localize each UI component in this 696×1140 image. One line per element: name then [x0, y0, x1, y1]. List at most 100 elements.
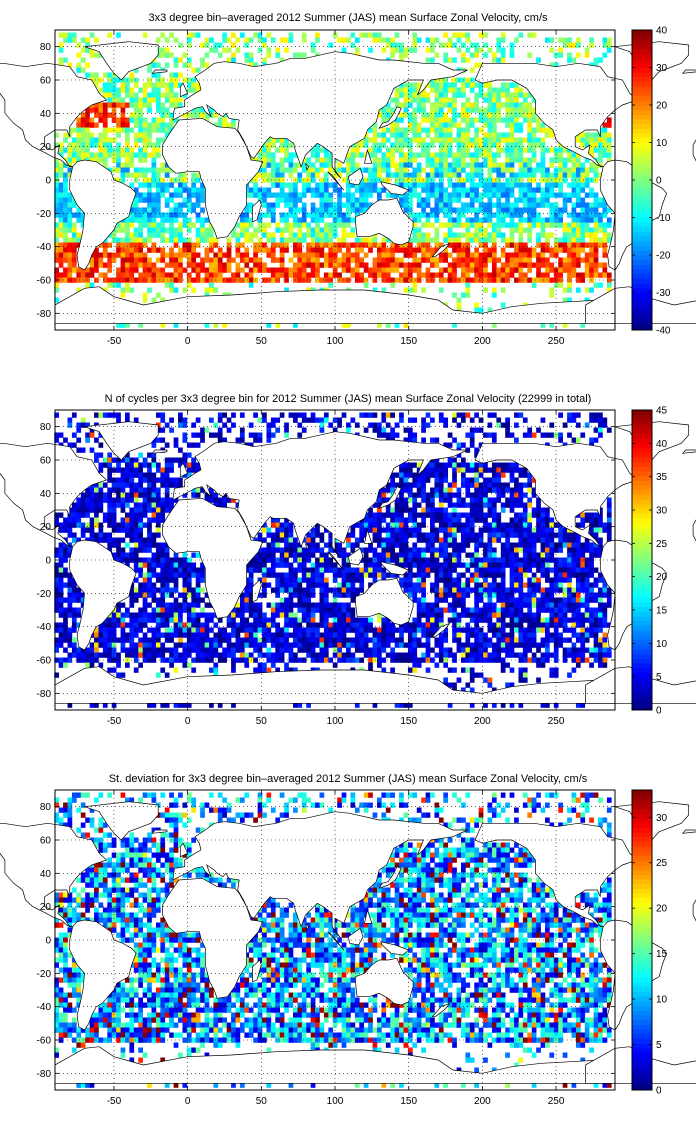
data-cell: [169, 122, 174, 128]
data-cell: [443, 522, 449, 528]
data-cell: [487, 82, 493, 88]
data-cell: [341, 552, 347, 558]
data-cell: [147, 272, 152, 278]
colorbar-segment: [632, 62, 652, 68]
data-cell: [381, 272, 387, 278]
data-cell: [239, 217, 245, 223]
data-cell: [133, 522, 139, 528]
data-cell: [447, 432, 453, 438]
data-cell: [553, 157, 559, 163]
data-cell: [381, 552, 387, 558]
data-cell: [270, 207, 276, 213]
data-cell: [416, 462, 422, 468]
data-cell: [125, 282, 130, 288]
data-cell: [191, 287, 197, 293]
data-cell: [85, 122, 90, 128]
data-cell: [500, 32, 506, 38]
data-cell: [178, 57, 183, 63]
data-cell: [447, 97, 453, 103]
data-cell: [89, 32, 95, 38]
data-cell: [129, 482, 135, 488]
data-cell: [425, 247, 431, 253]
data-cell: [562, 222, 568, 228]
data-cell: [186, 187, 192, 193]
data-cell: [438, 267, 444, 273]
data-cell: [483, 502, 488, 508]
data-cell: [496, 97, 502, 103]
data-cell: [160, 92, 166, 98]
data-cell: [102, 262, 108, 268]
data-cell: [461, 142, 466, 148]
data-cell: [394, 147, 400, 153]
data-cell: [301, 52, 307, 58]
data-cell: [319, 217, 325, 223]
data-cell: [58, 162, 64, 168]
data-cell: [416, 247, 422, 253]
data-cell: [350, 207, 356, 213]
data-cell: [350, 192, 356, 198]
data-cell: [266, 192, 272, 198]
data-cell: [434, 512, 440, 518]
data-cell: [491, 412, 497, 418]
data-cell: [584, 242, 590, 248]
data-cell: [293, 217, 298, 223]
data-cell: [527, 142, 533, 148]
data-cell: [553, 432, 559, 438]
data-cell: [142, 537, 148, 543]
data-cell: [279, 412, 285, 418]
data-cell: [368, 422, 373, 428]
data-cell: [412, 107, 418, 113]
data-cell: [390, 507, 395, 513]
data-cell: [257, 167, 263, 173]
data-cell: [589, 517, 594, 523]
data-cell: [580, 212, 586, 218]
data-cell: [346, 247, 351, 253]
data-cell: [394, 47, 400, 53]
data-cell: [377, 187, 382, 193]
data-cell: [257, 267, 263, 273]
data-cell: [80, 127, 86, 133]
data-cell: [438, 512, 444, 518]
data-cell: [178, 232, 183, 238]
data-cell: [469, 162, 475, 168]
data-cell: [407, 242, 413, 248]
data-cell: [310, 177, 316, 183]
data-cell: [133, 102, 139, 108]
data-cell: [500, 47, 506, 53]
data-cell: [430, 507, 435, 513]
data-cell: [385, 252, 391, 258]
data-cell: [120, 87, 126, 93]
data-cell: [125, 552, 130, 558]
data-cell: [111, 457, 117, 463]
data-cell: [372, 152, 378, 158]
data-cell: [279, 532, 285, 538]
data-cell: [505, 252, 510, 258]
data-cell: [209, 432, 214, 438]
data-cell: [447, 252, 453, 258]
data-cell: [531, 492, 537, 498]
data-cell: [164, 62, 170, 68]
data-cell: [147, 197, 152, 203]
data-cell: [341, 252, 347, 258]
data-cell: [169, 237, 174, 243]
data-cell: [522, 187, 528, 193]
data-cell: [567, 247, 572, 253]
data-cell: [478, 117, 484, 123]
data-cell: [98, 147, 104, 153]
data-cell: [155, 222, 161, 228]
data-cell: [558, 142, 563, 148]
data-cell: [102, 92, 108, 98]
data-cell: [98, 522, 104, 528]
data-cell: [191, 267, 197, 273]
data-cell: [545, 432, 550, 438]
data-cell: [169, 32, 174, 38]
data-cell: [151, 217, 157, 223]
data-cell: [487, 182, 493, 188]
data-cell: [107, 522, 113, 528]
data-cell: [293, 272, 298, 278]
data-cell: [575, 187, 581, 193]
data-cell: [567, 417, 572, 423]
data-cell: [394, 472, 400, 478]
data-cell: [438, 127, 444, 133]
data-cell: [385, 172, 391, 178]
